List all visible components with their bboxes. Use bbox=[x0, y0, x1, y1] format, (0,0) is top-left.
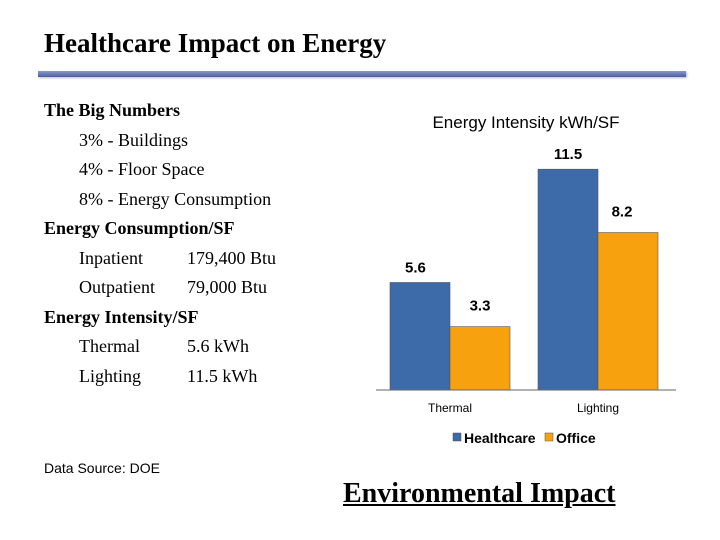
legend-swatch bbox=[544, 432, 554, 442]
data-label: 3.3 bbox=[470, 298, 491, 315]
consumption-value: 79,000 Btu bbox=[187, 277, 268, 297]
big-numbers-heading: The Big Numbers bbox=[44, 100, 181, 120]
chart-title: Energy Intensity kWh/SF bbox=[432, 113, 619, 132]
consumption-heading: Energy Consumption/SF bbox=[44, 218, 235, 238]
bar-healthcare-thermal bbox=[389, 282, 451, 391]
intensity-row: Thermal 5.6 kWh bbox=[44, 332, 276, 362]
x-tick-label: Thermal bbox=[428, 401, 472, 415]
data-label: 5.6 bbox=[405, 259, 426, 276]
data-label: 8.2 bbox=[612, 204, 633, 221]
consumption-row: Inpatient 179,400 Btu bbox=[44, 244, 276, 274]
intensity-row: Lighting 11.5 kWh bbox=[44, 362, 276, 392]
chart-legend: Healthcare Office bbox=[452, 430, 596, 446]
intensity-value: 5.6 kWh bbox=[187, 336, 249, 356]
intensity-label: Thermal bbox=[79, 336, 140, 356]
consumption-label: Outpatient bbox=[79, 277, 155, 297]
big-number-item: 4% - Floor Space bbox=[79, 159, 205, 179]
bar-office-lighting bbox=[597, 232, 659, 391]
legend-label: Healthcare bbox=[464, 430, 536, 446]
legend-swatch bbox=[452, 432, 462, 442]
data-source: Data Source: DOE bbox=[44, 460, 160, 476]
bullet-list: The Big Numbers 3% - Buildings 4% - Floo… bbox=[44, 96, 276, 391]
bar-office-thermal bbox=[449, 326, 511, 391]
x-tick-label: Lighting bbox=[577, 401, 619, 415]
consumption-label: Inpatient bbox=[79, 247, 143, 268]
big-number-item: 3% - Buildings bbox=[79, 129, 189, 150]
intensity-heading: Energy Intensity/SF bbox=[44, 306, 199, 327]
title-rule bbox=[38, 71, 686, 77]
legend-label: Office bbox=[556, 430, 596, 446]
bar-healthcare-lighting bbox=[537, 168, 599, 391]
environmental-impact-link[interactable]: Environmental Impact bbox=[343, 478, 616, 509]
big-number-item: 8% - Energy Consumption bbox=[79, 188, 272, 209]
intensity-label: Lighting bbox=[79, 365, 141, 386]
intensity-value: 11.5 kWh bbox=[187, 365, 258, 386]
slide-title: Healthcare Impact on Energy bbox=[44, 28, 387, 58]
data-label: 11.5 bbox=[554, 146, 582, 163]
consumption-row: Outpatient 79,000 Btu bbox=[44, 273, 276, 303]
consumption-value: 179,400 Btu bbox=[187, 247, 277, 268]
